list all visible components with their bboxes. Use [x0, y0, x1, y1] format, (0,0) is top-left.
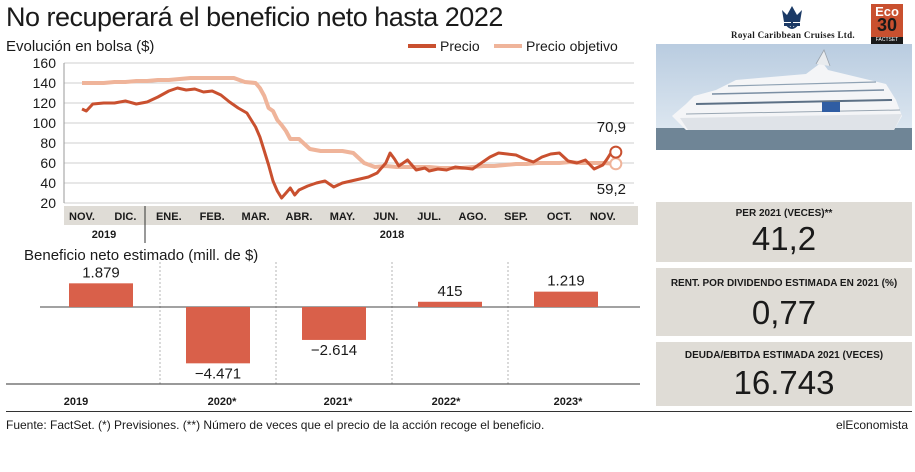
x-year-label: 2018 [380, 229, 404, 241]
profit-bar-0 [69, 283, 133, 307]
x-month-label: FEB. [200, 211, 225, 223]
profit-value-label: 1.879 [82, 264, 120, 281]
y-tick-label: 20 [40, 195, 56, 211]
x-month-label: JUN. [373, 211, 398, 223]
footer-source: Fuente: FactSet. (*) Previsiones. (**) N… [6, 418, 545, 432]
profit-category-label: 2020* [208, 396, 237, 408]
stock-legend: Precio Precio objetivo [408, 38, 618, 54]
profit-dividers [159, 262, 509, 384]
badge-number: 30 [876, 15, 898, 35]
profit-category-label: 2021* [324, 396, 353, 408]
badge-source: FACTSET [871, 37, 903, 44]
profit-categories: 2019 2020* 2021* 2022* 2023* [64, 396, 583, 408]
x-month-label: AGO. [459, 211, 487, 223]
end-label-precio-objetivo: 59,2 [597, 181, 626, 198]
y-tick-label: 60 [40, 155, 56, 171]
profit-value-label: −2.614 [311, 342, 357, 359]
profit-chart-title: Beneficio neto estimado (mill. de $) [24, 247, 258, 264]
metric-value: 41,2 [751, 220, 817, 257]
series-line-precio-objetivo [82, 76, 616, 170]
y-tick-label: 100 [33, 115, 57, 131]
series-line-precio [81, 86, 616, 200]
y-tick-label: 160 [33, 55, 57, 71]
legend-label-precio-objetivo: Precio objetivo [526, 38, 618, 54]
end-marker-precio [609, 145, 623, 159]
x-month-label: MAY. [330, 211, 355, 223]
x-month-label: OCT. [547, 211, 572, 223]
profit-value-label: 1.219 [547, 273, 585, 290]
profit-bar-2 [302, 307, 366, 340]
stock-grid [63, 62, 634, 204]
x-month-label: MAR. [242, 211, 270, 223]
x-year-label: 2019 [92, 229, 116, 241]
profit-bar-3 [418, 301, 482, 307]
profit-value-label: −4.471 [195, 365, 241, 382]
metric-panel-per: PER 2021 (VECES)** 41,2 [656, 202, 912, 262]
stock-end-labels: 70,9 59,2 [597, 119, 626, 198]
eco30-badge: Eco 30 FACTSET [871, 4, 903, 44]
profit-category-label: 2023* [554, 396, 583, 408]
x-month-label: ENE. [156, 211, 182, 223]
x-month-label: NOV. [590, 211, 616, 223]
x-month-label: NOV. [69, 211, 95, 223]
profit-bars: 1.879 −4.471 −2.614 415 1.219 [69, 264, 598, 382]
metric-panel-debt: DEUDA/EBITDA ESTIMADA 2021 (VECES) 16.74… [656, 342, 912, 406]
stock-x-axis: NOV. DIC. ENE. FEB. MAR. ABR. MAY. JUN. JUL. AGO.… [64, 206, 638, 243]
footer-brand: elEconomista [836, 418, 909, 432]
y-tick-label: 140 [33, 75, 57, 91]
stock-lines [81, 76, 616, 200]
legend-label-precio: Precio [440, 38, 480, 54]
metric-label: RENT. POR DIVIDENDO ESTIMADA EN 2021 (%) [670, 278, 898, 289]
stock-chart: Evolución en bolsa ($) Precio Precio obj… [6, 38, 638, 243]
metric-value: 16.743 [733, 364, 835, 401]
profit-bar-1 [186, 307, 250, 364]
profit-category-label: 2019 [64, 396, 88, 408]
cruise-ship-photo [656, 44, 912, 150]
x-month-label: JUL. [417, 211, 441, 223]
profit-value-label: 415 [437, 283, 462, 300]
metric-panel-dividend: RENT. POR DIVIDENDO ESTIMADA EN 2021 (%)… [656, 268, 912, 336]
metric-label: PER 2021 (VECES)** [735, 208, 833, 219]
stock-chart-title: Evolución en bolsa ($) [6, 38, 154, 55]
profit-chart: Beneficio neto estimado (mill. de $) 1.8… [6, 247, 640, 408]
y-tick-label: 40 [40, 175, 56, 191]
company-name: Royal Caribbean Cruises Ltd. [731, 30, 855, 40]
metric-value: 0,77 [751, 294, 817, 331]
y-tick-label: 80 [40, 135, 56, 151]
x-month-label: SEP. [504, 211, 528, 223]
crown-anchor-logo-icon [782, 6, 802, 29]
end-label-precio: 70,9 [597, 119, 626, 136]
y-tick-label: 120 [33, 95, 57, 111]
page-title: No recuperará el beneficio neto hasta 20… [6, 2, 503, 32]
profit-category-label: 2022* [432, 396, 461, 408]
stock-y-axis: 20 40 60 80 100 120 140 160 [33, 55, 57, 211]
profit-bar-4 [534, 291, 598, 307]
x-month-label: DIC. [114, 211, 136, 223]
footer-divider [6, 411, 912, 412]
month-band [64, 206, 638, 225]
metric-label: DEUDA/EBITDA ESTIMADA 2021 (VECES) [684, 350, 884, 361]
x-month-label: ABR. [286, 211, 313, 223]
badge-top: Eco [875, 4, 899, 19]
